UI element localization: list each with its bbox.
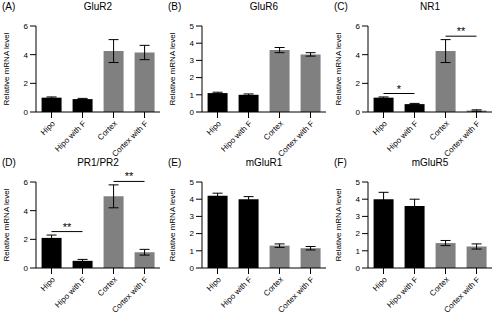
svg-text:Cortex: Cortex <box>262 119 285 142</box>
svg-text:2: 2 <box>24 235 29 244</box>
html-text:(E): (E) <box>168 157 182 168</box>
svg-text:Hipo: Hipo <box>39 119 57 137</box>
svg-text:Hipo with F: Hipo with F <box>385 275 420 310</box>
html-text:(A): (A) <box>2 1 16 12</box>
svg-text:Relative mRNA level: Relative mRNA level <box>334 188 343 261</box>
svg-text:3: 3 <box>190 212 195 221</box>
svg-text:Cortex with F: Cortex with F <box>442 275 482 312</box>
svg-text:Hipo: Hipo <box>39 275 57 293</box>
svg-text:5: 5 <box>190 22 195 31</box>
svg-text:Hipo with F: Hipo with F <box>385 119 420 154</box>
svg-text:Hipo with F: Hipo with F <box>53 275 88 310</box>
svg-text:Hipo: Hipo <box>205 275 223 293</box>
svg-text:Hipo: Hipo <box>371 119 389 137</box>
svg-text:Cortex: Cortex <box>428 275 451 298</box>
svg-text:0: 0 <box>24 108 29 117</box>
svg-text:Cortex with F: Cortex with F <box>276 119 316 156</box>
svg-text:**: ** <box>125 170 134 182</box>
svg-text:**: ** <box>63 221 72 233</box>
svg-text:4: 4 <box>190 39 195 48</box>
svg-text:Cortex: Cortex <box>262 275 285 298</box>
svg-text:Cortex with F: Cortex with F <box>110 119 150 156</box>
svg-text:1: 1 <box>190 247 195 256</box>
svg-text:5: 5 <box>356 178 361 187</box>
svg-text:1: 1 <box>356 247 361 256</box>
svg-text:0: 0 <box>24 264 29 273</box>
svg-text:Relative mRNA level: Relative mRNA level <box>8 188 11 261</box>
svg-text:Cortex: Cortex <box>96 275 119 298</box>
svg-text:6: 6 <box>24 178 29 187</box>
html-text:GluR2: GluR2 <box>83 1 113 12</box>
html-text:mGluR5: mGluR5 <box>411 157 449 168</box>
svg-text:Relative mRNA level: Relative mRNA level <box>168 32 177 105</box>
svg-text:2: 2 <box>356 229 361 238</box>
svg-text:5: 5 <box>190 178 195 187</box>
svg-text:0: 0 <box>356 108 361 117</box>
svg-text:0: 0 <box>356 264 361 273</box>
svg-text:**: ** <box>457 25 466 37</box>
svg-text:4: 4 <box>356 195 361 204</box>
html-text:(B): (B) <box>168 1 182 12</box>
svg-text:4: 4 <box>24 207 29 216</box>
html-text:PR1/PR2: PR1/PR2 <box>77 157 119 168</box>
svg-text:2: 2 <box>190 229 195 238</box>
svg-text:Hipo: Hipo <box>371 275 389 293</box>
svg-text:Cortex: Cortex <box>428 119 451 142</box>
svg-text:2: 2 <box>356 79 361 88</box>
svg-text:Cortex: Cortex <box>96 119 119 142</box>
svg-text:0: 0 <box>190 264 195 273</box>
svg-text:0: 0 <box>190 108 195 117</box>
svg-text:*: * <box>397 83 402 95</box>
svg-text:3: 3 <box>356 212 361 221</box>
html-text:(F): (F) <box>334 157 347 168</box>
html-text:(C): (C) <box>334 1 348 12</box>
svg-text:Hipo with F: Hipo with F <box>219 275 254 310</box>
html-text:(D): (D) <box>2 157 16 168</box>
svg-text:6: 6 <box>356 22 361 31</box>
svg-text:6: 6 <box>24 22 29 31</box>
svg-text:Hipo with F: Hipo with F <box>53 119 88 154</box>
html-text:GluR6: GluR6 <box>249 1 279 12</box>
svg-text:Hipo: Hipo <box>205 119 223 137</box>
svg-text:3: 3 <box>190 56 195 65</box>
svg-text:Hipo with F: Hipo with F <box>219 119 254 154</box>
svg-text:Relative mRNA level: Relative mRNA level <box>168 188 177 261</box>
svg-text:2: 2 <box>24 79 29 88</box>
svg-text:4: 4 <box>190 195 195 204</box>
html-text:NR1: NR1 <box>420 1 440 12</box>
svg-text:1: 1 <box>190 91 195 100</box>
svg-text:4: 4 <box>356 51 361 60</box>
svg-text:Cortex with F: Cortex with F <box>276 275 316 312</box>
html-text:mGluR1: mGluR1 <box>245 157 283 168</box>
svg-text:4: 4 <box>24 51 29 60</box>
svg-text:2: 2 <box>190 73 195 82</box>
svg-text:Cortex with F: Cortex with F <box>110 275 150 312</box>
svg-text:Relative mRNA level: Relative mRNA level <box>334 32 343 105</box>
svg-text:Relative mRNA level: Relative mRNA level <box>8 32 11 105</box>
svg-text:Cortex with F: Cortex with F <box>442 119 482 156</box>
